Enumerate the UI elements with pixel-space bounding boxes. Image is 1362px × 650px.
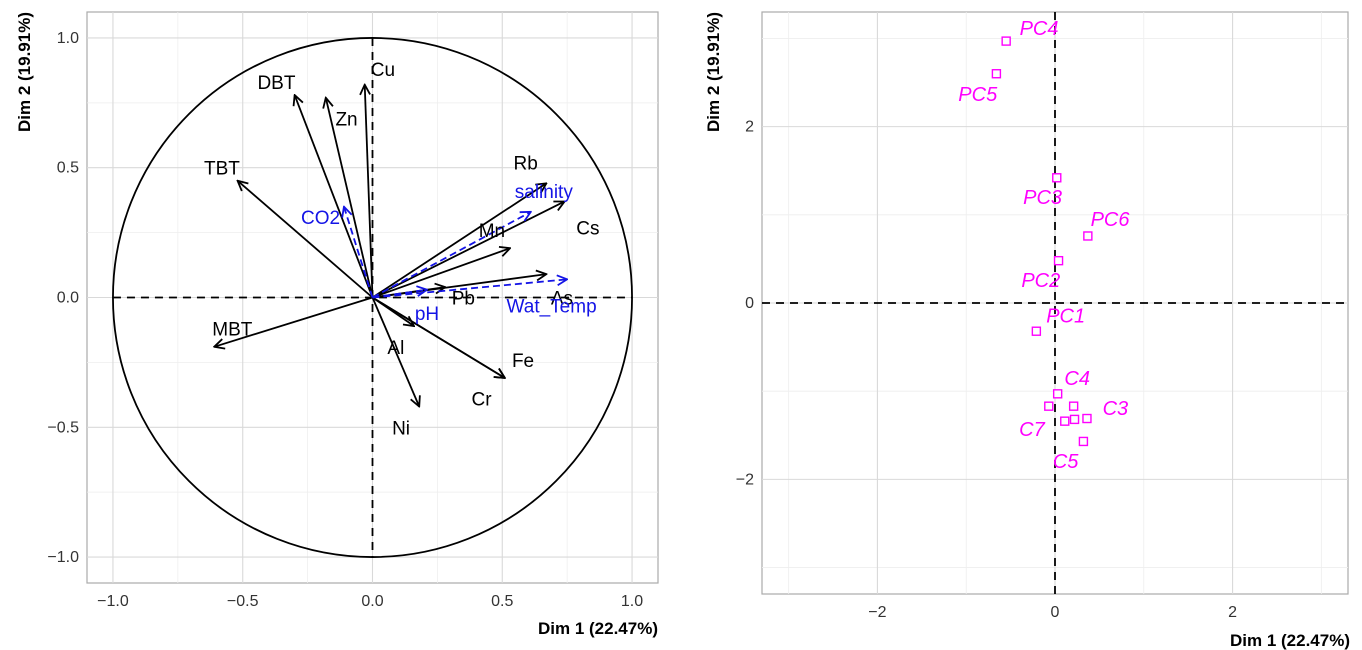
- left-y-tick-label: 1.0: [57, 30, 79, 47]
- point-unlabeled-2: [1044, 401, 1054, 411]
- arrow-dbt: [295, 95, 374, 298]
- arrow-tbt: [238, 181, 374, 299]
- left-y-tick-label: 0.0: [57, 290, 79, 307]
- label-zn: Zn: [335, 109, 357, 130]
- arrow-mbt: [214, 296, 373, 347]
- label-ph: pH: [415, 304, 439, 325]
- point-unlabeled-1: [1052, 389, 1063, 399]
- right-y-tick-label: 2: [745, 119, 754, 136]
- label-c7: C7: [1019, 419, 1045, 441]
- right-y-tick-label: −2: [736, 471, 754, 488]
- point-pc3: [1052, 173, 1062, 183]
- left-x-tick-label: 0.0: [361, 593, 383, 610]
- arrow-rb: [372, 183, 547, 299]
- label-cu: Cu: [371, 60, 395, 81]
- arrow-ni: [371, 297, 420, 407]
- left-x-tick-label: 1.0: [621, 593, 643, 610]
- label-dbt: DBT: [257, 73, 295, 94]
- point-pc2: [1053, 255, 1064, 266]
- label-as: As: [551, 289, 573, 310]
- label-al: Al: [387, 338, 404, 359]
- point-unlabeled-6: [1082, 413, 1092, 424]
- variable-arrows: [214, 85, 567, 407]
- arrow-zn: [326, 98, 374, 298]
- label-c5: C5: [1053, 451, 1079, 473]
- label-pc2: PC2: [1021, 270, 1060, 292]
- left-x-tick-label: 0.5: [491, 593, 513, 610]
- left-tick-labels: −1.0 −0.5 0.0 0.5 1.0 −1.0 −0.5 0.0 0.5 1.0: [47, 30, 643, 610]
- right-x-axis-title: Dim 1 (22.47%): [1230, 631, 1350, 650]
- variable-labels: Cu DBT Zn TBT Rb Cs Mn As Pb Al Fe Cr Ni MBT salinity C…: [204, 60, 600, 439]
- arrow-cu: [365, 85, 374, 298]
- label-fe: Fe: [512, 351, 534, 372]
- label-ni: Ni: [392, 418, 410, 439]
- arrow-co2: [344, 207, 374, 298]
- left-y-axis-title: Dim 2 (19.91%): [15, 12, 34, 132]
- point-unlabeled-5: [1069, 414, 1080, 425]
- arrow-mn: [372, 248, 511, 299]
- label-wat-temp: Wat_Temp: [507, 296, 597, 317]
- right-y-tick-label: 0: [745, 295, 754, 312]
- label-cr: Cr: [471, 390, 492, 411]
- label-tbt: TBT: [204, 159, 240, 180]
- point-unlabeled-3: [1068, 401, 1079, 411]
- label-salinity: salinity: [515, 182, 574, 203]
- point-pc5: [991, 69, 1002, 79]
- label-co2: CO2: [301, 208, 340, 229]
- label-mbt: MBT: [212, 320, 253, 341]
- left-y-tick-label: −0.5: [47, 419, 79, 436]
- left-x-tick-label: −0.5: [227, 593, 259, 610]
- right-y-axis-title: Dim 2 (19.91%): [704, 12, 723, 132]
- variables-correlation-circle-panel: −1.0 −0.5 0.0 0.5 1.0 −1.0 −0.5 0.0 0.5 1.0 Cu DBT…: [15, 11, 659, 638]
- label-pc5: PC5: [958, 84, 998, 106]
- point-pc1: [1031, 326, 1042, 336]
- point-unlabeled-7: [1078, 436, 1089, 447]
- individuals-plot-panel: −2 0 2 −2 0 2 PC4 PC5 PC3 PC6 PC2 PC1 C4 C3 C7 C5 Dim …: [704, 11, 1350, 650]
- arrow-salinity: [372, 212, 531, 299]
- right-tick-labels: −2 0 2 −2 0 2: [736, 119, 1237, 621]
- point-unlabeled-4: [1060, 416, 1070, 426]
- individual-points: [991, 36, 1093, 447]
- left-y-tick-label: 0.5: [57, 160, 79, 177]
- arrow-ph: [372, 290, 428, 299]
- label-pc6: PC6: [1091, 209, 1131, 231]
- right-x-tick-label: −2: [868, 604, 886, 621]
- label-pb: Pb: [452, 289, 475, 310]
- label-pc4: PC4: [1020, 18, 1059, 40]
- right-x-tick-label: 2: [1228, 604, 1237, 621]
- right-x-tick-label: 0: [1051, 604, 1060, 621]
- label-mn: Mn: [479, 221, 505, 242]
- label-pc1: PC1: [1046, 305, 1085, 327]
- point-pc4: [1001, 36, 1011, 46]
- point-pc6: [1083, 231, 1093, 241]
- label-rb: Rb: [513, 154, 537, 175]
- left-y-tick-label: −1.0: [47, 549, 79, 566]
- left-x-tick-label: −1.0: [97, 593, 129, 610]
- left-x-axis-title: Dim 1 (22.47%): [538, 619, 658, 638]
- label-c3: C3: [1103, 398, 1129, 420]
- label-pc3: PC3: [1023, 187, 1062, 209]
- individual-labels: PC4 PC5 PC3 PC6 PC2 PC1 C4 C3 C7 C5: [958, 18, 1130, 473]
- label-c4: C4: [1064, 368, 1090, 390]
- label-cs: Cs: [576, 218, 599, 239]
- arrow-cr: [372, 296, 505, 378]
